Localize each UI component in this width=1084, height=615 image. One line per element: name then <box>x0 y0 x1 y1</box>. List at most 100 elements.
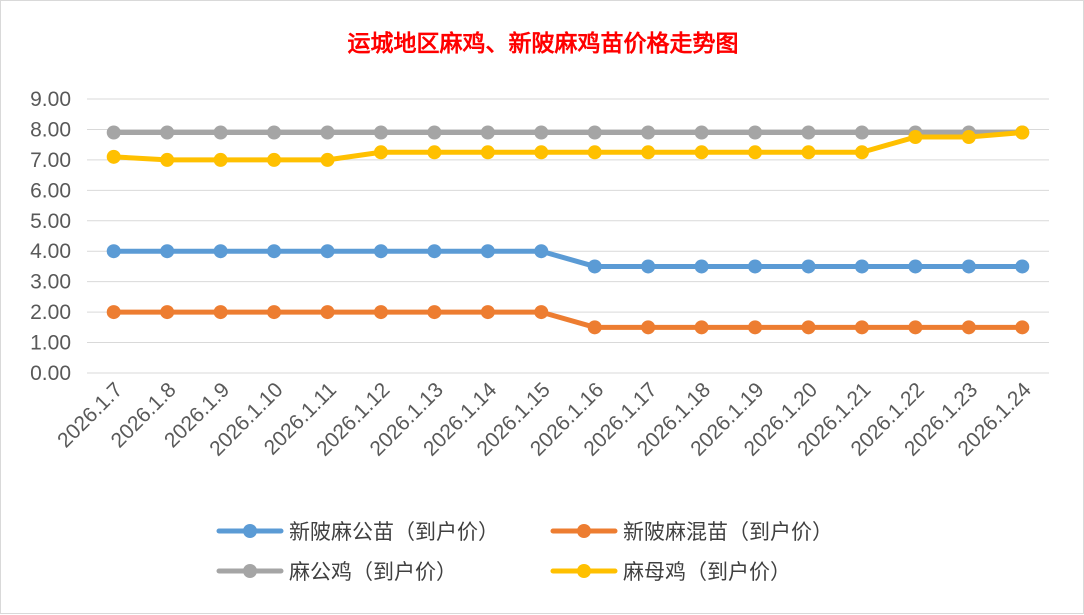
data-point <box>213 305 228 320</box>
data-point <box>854 320 869 335</box>
y-axis-ticks: 0.00 1.00 2.00 3.00 4.00 5.00 6.00 7.00 8.00 9.00 <box>30 88 71 385</box>
legend-marker <box>243 564 257 578</box>
data-point <box>373 305 388 320</box>
data-point <box>160 244 175 259</box>
legend-item: 新陂麻公苗（到户价） <box>216 520 499 544</box>
chart-title: 运城地区麻鸡、新陂麻鸡苗价格走势图 <box>348 30 739 57</box>
data-point <box>641 259 656 274</box>
data-point <box>106 125 121 140</box>
series-lines <box>106 125 1030 335</box>
legend-marker <box>243 524 257 538</box>
data-point <box>694 125 709 140</box>
data-point <box>587 259 602 274</box>
legend-label: 麻公鸡（到户价） <box>289 560 457 584</box>
legend-marker <box>577 564 591 578</box>
data-point <box>961 130 976 145</box>
data-point <box>373 145 388 160</box>
data-point <box>480 244 495 259</box>
data-point <box>320 244 335 259</box>
data-point <box>854 125 869 140</box>
y-tick-label: 1.00 <box>30 332 71 355</box>
data-point <box>534 305 549 320</box>
series-3 <box>106 125 1030 140</box>
data-point <box>213 244 228 259</box>
data-point <box>748 259 763 274</box>
data-point <box>961 320 976 335</box>
data-point <box>320 305 335 320</box>
x-axis-ticks: 2026.1.72026.1.82026.1.92026.1.102026.1.… <box>53 378 1036 461</box>
data-point <box>106 305 121 320</box>
y-tick-label: 7.00 <box>30 149 71 172</box>
data-point <box>748 320 763 335</box>
data-point <box>267 305 282 320</box>
legend-label: 麻母鸡（到户价） <box>623 560 791 584</box>
legend: 新陂麻公苗（到户价） 新陂麻混苗（到户价） 麻公鸡（到户价） 麻母鸡（到户价） <box>216 520 833 584</box>
data-point <box>587 145 602 160</box>
series-4 <box>106 125 1030 167</box>
data-point <box>587 125 602 140</box>
data-point <box>534 125 549 140</box>
y-tick-label: 0.00 <box>30 362 71 385</box>
data-point <box>427 125 442 140</box>
data-point <box>320 152 335 167</box>
y-tick-label: 3.00 <box>30 271 71 294</box>
data-point <box>480 125 495 140</box>
data-point <box>801 145 816 160</box>
data-point <box>1015 259 1030 274</box>
series-line <box>111 309 1025 330</box>
data-point <box>908 130 923 145</box>
data-point <box>801 259 816 274</box>
data-point <box>801 320 816 335</box>
data-point <box>160 305 175 320</box>
data-point <box>908 259 923 274</box>
data-point <box>1015 320 1030 335</box>
data-point <box>213 152 228 167</box>
data-point <box>267 152 282 167</box>
data-point <box>748 125 763 140</box>
data-point <box>480 145 495 160</box>
y-tick-label: 2.00 <box>30 301 71 324</box>
y-tick-label: 8.00 <box>30 118 71 141</box>
legend-item: 新陂麻混苗（到户价） <box>550 520 833 544</box>
data-point <box>694 320 709 335</box>
legend-marker <box>577 524 591 538</box>
data-point <box>160 125 175 140</box>
data-point <box>801 125 816 140</box>
data-point <box>854 145 869 160</box>
y-tick-label: 5.00 <box>30 210 71 233</box>
data-point <box>160 152 175 167</box>
data-point <box>534 244 549 259</box>
y-tick-label: 4.00 <box>30 240 71 263</box>
data-point <box>694 145 709 160</box>
data-point <box>373 244 388 259</box>
data-point <box>1015 125 1030 140</box>
legend-item: 麻母鸡（到户价） <box>550 560 791 584</box>
data-point <box>267 244 282 259</box>
data-point <box>748 145 763 160</box>
data-point <box>587 320 602 335</box>
data-point <box>641 145 656 160</box>
data-point <box>694 259 709 274</box>
legend-label: 新陂麻混苗（到户价） <box>623 520 833 544</box>
data-point <box>427 305 442 320</box>
data-point <box>961 259 976 274</box>
legend-label: 新陂麻公苗（到户价） <box>289 520 499 544</box>
data-point <box>854 259 869 274</box>
data-point <box>641 125 656 140</box>
series-line <box>111 129 1025 163</box>
data-point <box>213 125 228 140</box>
data-point <box>908 320 923 335</box>
data-point <box>106 149 121 164</box>
data-point <box>480 305 495 320</box>
data-point <box>106 244 121 259</box>
data-point <box>641 320 656 335</box>
y-tick-label: 9.00 <box>30 88 71 111</box>
data-point <box>427 145 442 160</box>
data-point <box>320 125 335 140</box>
series-1 <box>106 244 1030 274</box>
data-point <box>267 125 282 140</box>
y-tick-label: 6.00 <box>30 179 71 202</box>
legend-item: 麻公鸡（到户价） <box>216 560 457 584</box>
